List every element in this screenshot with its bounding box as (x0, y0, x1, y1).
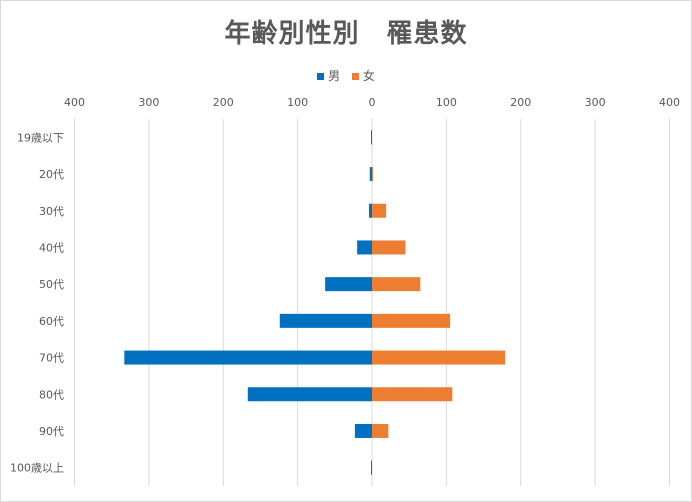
bar-male (357, 240, 372, 255)
chart-title: 年齢別性別 罹患数 (224, 19, 468, 49)
x-tick-label: 0 (369, 96, 376, 109)
bar-female (372, 277, 421, 292)
legend: 男 女 (1, 67, 691, 84)
legend-swatch-male (317, 73, 325, 80)
bar-female (372, 240, 406, 255)
bar-female (372, 387, 453, 402)
bar-male (371, 130, 372, 145)
category-label: 30代 (39, 205, 64, 218)
bar-male (325, 277, 372, 292)
category-label: 19歳以下 (17, 131, 64, 144)
x-tick-label: 300 (138, 96, 159, 109)
bar-male (354, 423, 372, 438)
x-tick-label: 100 (436, 96, 457, 109)
legend-swatch-female (351, 73, 359, 80)
category-label: 40代 (39, 241, 64, 254)
bar-female (372, 167, 373, 182)
category-label: 80代 (39, 388, 64, 401)
category-label: 60代 (39, 315, 64, 328)
legend-item-female: 女 (351, 67, 375, 84)
category-label: 50代 (39, 278, 64, 291)
bar-male (247, 387, 372, 402)
x-tick-label: 400 (64, 96, 85, 109)
bar-female (372, 313, 451, 328)
bar-female (372, 350, 506, 365)
x-tick-label: 200 (510, 96, 531, 109)
x-tick-label: 400 (659, 96, 680, 109)
bar-male (124, 350, 372, 365)
bar-female (372, 203, 387, 218)
bar-female (372, 423, 389, 438)
bar-male (279, 313, 372, 328)
category-label: 90代 (39, 425, 64, 438)
category-label: 70代 (39, 352, 64, 365)
legend-label-male: 男 (328, 69, 341, 83)
category-label: 20代 (39, 168, 64, 181)
legend-item-male: 男 (317, 67, 340, 84)
bar-male (369, 203, 372, 218)
x-tick-label: 200 (213, 96, 234, 109)
x-tick-label: 300 (585, 96, 606, 109)
bar-male (371, 460, 372, 475)
category-label: 100歳以上 (10, 462, 64, 475)
legend-label-female: 女 (362, 69, 375, 83)
bar-male (369, 167, 372, 182)
x-tick-label: 100 (287, 96, 308, 109)
